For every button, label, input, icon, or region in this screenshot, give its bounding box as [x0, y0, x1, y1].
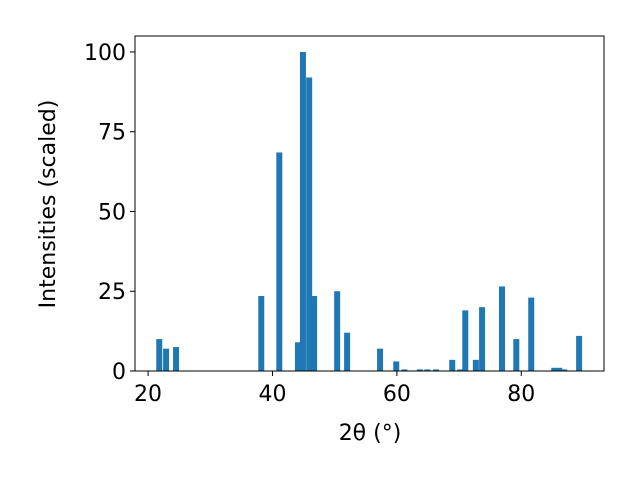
x-axis-label: 2θ (°) — [339, 421, 402, 446]
bar — [449, 359, 456, 371]
bar — [416, 369, 423, 371]
bar — [576, 335, 583, 371]
bar — [276, 152, 283, 371]
y-tick-label: 25 — [98, 280, 126, 305]
bar — [173, 347, 180, 371]
bar — [401, 369, 408, 371]
y-tick-label: 75 — [98, 121, 126, 146]
bar — [156, 339, 163, 371]
bar — [258, 296, 265, 371]
y-tick-label: 50 — [98, 200, 126, 225]
bar — [551, 367, 558, 371]
bar — [462, 310, 469, 371]
plot-frame — [134, 35, 605, 372]
bar — [299, 51, 306, 371]
y-tick-label: 100 — [84, 41, 126, 66]
bar — [457, 369, 464, 371]
bar — [561, 369, 568, 371]
x-tick-label: 40 — [258, 382, 286, 407]
y-tick-label: 0 — [112, 360, 126, 385]
bar — [294, 342, 301, 371]
bar — [472, 359, 479, 371]
bar — [528, 297, 535, 371]
bar — [377, 348, 384, 371]
bar — [311, 296, 318, 371]
x-tick-label: 20 — [134, 382, 162, 407]
bar — [344, 332, 351, 371]
bar — [433, 369, 440, 371]
bar — [479, 307, 486, 371]
bar — [556, 367, 563, 371]
bar — [306, 77, 313, 371]
bar — [334, 291, 341, 371]
x-tick-label: 60 — [383, 382, 411, 407]
bar — [498, 286, 505, 371]
bar — [513, 339, 520, 371]
y-axis-label: Intensities (scaled) — [36, 100, 61, 309]
x-tick-label: 80 — [507, 382, 535, 407]
bar — [424, 369, 431, 371]
bar — [393, 361, 400, 371]
bar — [163, 348, 170, 371]
